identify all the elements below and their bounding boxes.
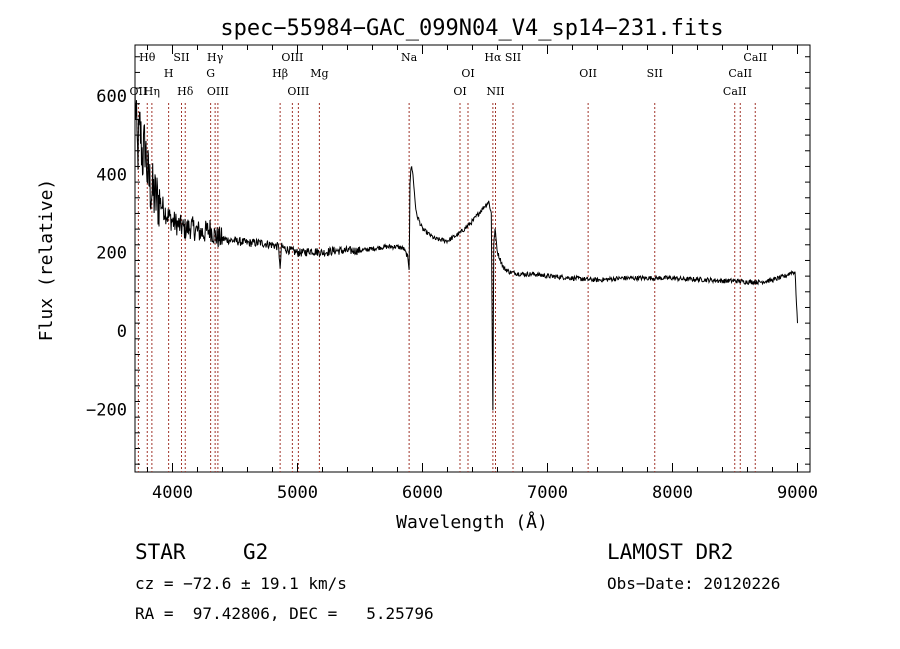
redshift-cz: cz = −72.6 ± 19.1 km/s bbox=[135, 574, 347, 593]
line-marker-label: NII bbox=[486, 85, 504, 98]
x-tick-label: 5000 bbox=[277, 483, 318, 503]
x-axis: 4000 5000 6000 7000 8000 9000 bbox=[147, 45, 818, 503]
x-tick-label: 7000 bbox=[527, 483, 568, 503]
y-axis: −200 0 200 400 600 bbox=[86, 56, 810, 465]
line-marker-label: SII bbox=[647, 67, 663, 80]
survey-name: LAMOST DR2 bbox=[607, 540, 734, 564]
line-marker-label: Hα bbox=[484, 51, 502, 64]
line-marker-label: OII bbox=[579, 67, 597, 80]
line-marker-label: CaII bbox=[728, 67, 752, 80]
x-tick-label: 8000 bbox=[652, 483, 693, 503]
x-tick-label: 9000 bbox=[777, 483, 818, 503]
line-marker-label: SII bbox=[505, 51, 521, 64]
line-marker-label: G bbox=[206, 67, 215, 80]
line-marker-label: SII bbox=[173, 51, 189, 64]
observation-date: Obs−Date: 20120226 bbox=[607, 574, 781, 593]
line-marker-label: H bbox=[164, 67, 174, 80]
line-marker-label: CaII bbox=[723, 85, 747, 98]
object-type: STAR bbox=[135, 540, 186, 564]
line-marker-label: Hγ bbox=[207, 51, 224, 64]
line-marker-label: OIII bbox=[207, 85, 229, 98]
x-tick-label: 6000 bbox=[402, 483, 443, 503]
x-axis-label: Wavelength (Å) bbox=[396, 511, 548, 533]
emission-line-markers: HθOIIHηHSIIHδHγGOIIIOIIIHβOIIIMgNaOIOIHα… bbox=[130, 51, 767, 472]
y-tick-label: 600 bbox=[96, 87, 127, 107]
y-axis-label: Flux (relative) bbox=[36, 179, 57, 342]
line-marker-label: Mg bbox=[310, 67, 328, 80]
line-marker-label: OIII bbox=[281, 51, 303, 64]
line-marker-label: Hθ bbox=[139, 51, 156, 64]
line-marker-label: CaII bbox=[743, 51, 767, 64]
line-marker-label: OIII bbox=[287, 85, 309, 98]
y-tick-label: 400 bbox=[96, 165, 127, 185]
spectrum-line bbox=[134, 86, 798, 411]
y-tick-label: 0 bbox=[117, 322, 127, 342]
line-marker-label: Na bbox=[401, 51, 418, 64]
ra-dec-coordinates: RA = 97.42806, DEC = 5.25796 bbox=[135, 604, 434, 623]
plot-frame bbox=[134, 44, 811, 473]
object-subclass: G2 bbox=[243, 540, 269, 564]
line-marker-label: Hδ bbox=[177, 85, 194, 98]
y-tick-label: 200 bbox=[96, 244, 127, 264]
line-marker-label: OII bbox=[130, 85, 148, 98]
chart-title: spec−55984−GAC_099N04_V4_sp14−231.fits bbox=[220, 16, 723, 41]
line-marker-label: OI bbox=[453, 85, 466, 98]
line-marker-label: OI bbox=[461, 67, 474, 80]
y-tick-label: −200 bbox=[86, 400, 127, 420]
line-marker-label: Hη bbox=[144, 85, 160, 98]
line-marker-label: Hβ bbox=[272, 67, 288, 80]
x-tick-label: 4000 bbox=[152, 483, 193, 503]
